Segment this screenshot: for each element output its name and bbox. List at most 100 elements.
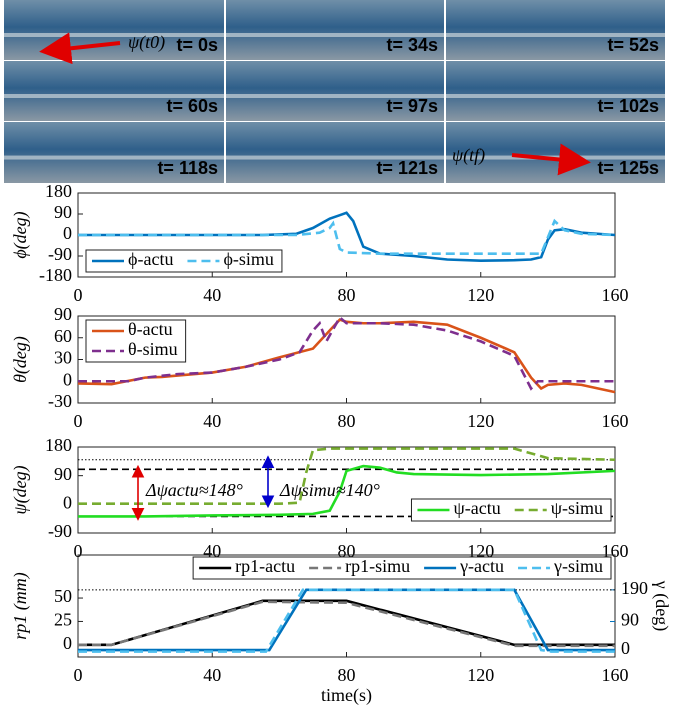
pool-wall bbox=[226, 155, 444, 160]
x-tick-label: 40 bbox=[203, 411, 221, 431]
y-tick-label: 30 bbox=[54, 348, 72, 368]
legend-box bbox=[192, 556, 612, 580]
legend-label: ψ-simu bbox=[551, 498, 603, 518]
y-tick-label: 180 bbox=[45, 181, 72, 201]
x-tick-label: 80 bbox=[338, 541, 356, 561]
x-tick-label: 120 bbox=[467, 541, 494, 561]
photo-annotation: ψ(t0) bbox=[128, 32, 165, 53]
legend: rp1-actu rp1-simu γ-actu γ-simu bbox=[192, 556, 612, 580]
series-line bbox=[78, 211, 616, 262]
legend-label: γ-simu bbox=[553, 556, 603, 576]
x-tick-label: 120 bbox=[467, 665, 494, 685]
photo bbox=[4, 61, 224, 121]
photo bbox=[446, 61, 665, 121]
photo bbox=[226, 122, 444, 183]
series-line bbox=[78, 315, 615, 391]
x-tick-label: 160 bbox=[602, 411, 629, 431]
annotation: Δψactu≈148° bbox=[145, 480, 243, 500]
photo-time-label: t= 125s bbox=[597, 158, 659, 178]
y-tick-label: 0 bbox=[63, 492, 72, 512]
series-line bbox=[78, 588, 615, 653]
legend-label: rp1-actu bbox=[235, 556, 295, 576]
y-tick-label: 90 bbox=[54, 202, 72, 222]
legend-box bbox=[410, 498, 612, 522]
legend-box bbox=[85, 319, 187, 363]
x-tick-label: 40 bbox=[203, 665, 221, 685]
x-tick-label: 0 bbox=[74, 665, 83, 685]
x-tick-label: 120 bbox=[467, 285, 494, 305]
annotation: Δψsimu≈140° bbox=[279, 480, 380, 500]
x-tick-label: 160 bbox=[602, 285, 629, 305]
y-tick-label: 60 bbox=[54, 326, 72, 346]
legend-label: θ-actu bbox=[128, 319, 173, 339]
x-tick-label: 0 bbox=[74, 541, 83, 561]
legend-label: ϕ-actu bbox=[128, 249, 173, 269]
series-line bbox=[78, 447, 616, 505]
pool-wall bbox=[446, 94, 665, 98]
y-tick-label: 50 bbox=[54, 586, 72, 606]
photo-time-label: t= 60s bbox=[166, 96, 218, 116]
photo-time-label: t= 97s bbox=[386, 96, 438, 116]
y-axis-label: rp1 (mm) bbox=[10, 572, 31, 640]
y2-tick-label: 190 bbox=[621, 578, 648, 598]
x-tick-label: 0 bbox=[74, 411, 83, 431]
y2-axis-label: γ (deg) bbox=[651, 580, 672, 631]
arrow bbox=[511, 143, 591, 176]
y-tick-label: 0 bbox=[63, 223, 72, 243]
y-tick-label: 0 bbox=[63, 369, 72, 389]
series-line bbox=[78, 218, 616, 255]
y-tick-label: 90 bbox=[54, 304, 72, 324]
x-axis-label: time(s) bbox=[321, 685, 372, 706]
photo-time-label: t= 118s bbox=[157, 158, 218, 178]
x-tick-label: 80 bbox=[338, 285, 356, 305]
legend-label: ϕ-simu bbox=[223, 249, 273, 269]
photo bbox=[4, 122, 224, 183]
series-line bbox=[78, 600, 615, 648]
y-tick-label: -90 bbox=[48, 521, 72, 541]
y-axis-label: θ(deg) bbox=[10, 336, 31, 383]
y2-tick-label: 0 bbox=[621, 638, 630, 658]
x-tick-label: 80 bbox=[338, 411, 356, 431]
pool-wall bbox=[226, 33, 444, 37]
y-tick-label: -180 bbox=[39, 265, 72, 285]
x-tick-label: 160 bbox=[602, 541, 629, 561]
legend-label: rp1-simu bbox=[345, 556, 410, 576]
photo bbox=[446, 0, 665, 60]
photo bbox=[226, 61, 444, 121]
y-tick-label: 0 bbox=[63, 633, 72, 653]
photo-time-label: t= 34s bbox=[386, 35, 438, 55]
pool-wall bbox=[226, 94, 444, 98]
y-axis-label: ψ(deg) bbox=[10, 465, 31, 514]
legend: ϕ-actu ϕ-simu bbox=[85, 249, 283, 273]
pool-wall bbox=[4, 155, 224, 160]
x-tick-label: 120 bbox=[467, 411, 494, 431]
legend-label: θ-simu bbox=[128, 339, 178, 359]
legend-label: ψ-actu bbox=[453, 498, 500, 518]
y-tick-label: -90 bbox=[48, 244, 72, 264]
series-line bbox=[78, 599, 615, 647]
arrow bbox=[39, 32, 121, 65]
y-axis-label: ϕ(deg) bbox=[10, 211, 31, 258]
legend-box bbox=[85, 249, 283, 273]
x-tick-label: 160 bbox=[602, 665, 629, 685]
pool-wall bbox=[446, 33, 665, 37]
series-line bbox=[78, 588, 615, 652]
pool-wall bbox=[4, 33, 224, 37]
x-tick-label: 0 bbox=[74, 285, 83, 305]
series-line bbox=[78, 464, 616, 518]
photo-time-label: t= 102s bbox=[597, 96, 659, 116]
photo-annotation: ψ(tf) bbox=[452, 145, 485, 166]
photo-time-label: t= 52s bbox=[607, 35, 659, 55]
photo-time-label: t= 121s bbox=[376, 158, 438, 178]
y-tick-label: 90 bbox=[54, 464, 72, 484]
legend: ψ-actu ψ-simu bbox=[410, 498, 612, 522]
x-tick-label: 80 bbox=[338, 665, 356, 685]
photo-time-label: t= 0s bbox=[176, 35, 218, 55]
y-tick-label: 25 bbox=[54, 610, 72, 630]
photo bbox=[226, 0, 444, 60]
x-tick-label: 40 bbox=[203, 541, 221, 561]
x-tick-label: 40 bbox=[203, 285, 221, 305]
photo bbox=[446, 122, 665, 183]
